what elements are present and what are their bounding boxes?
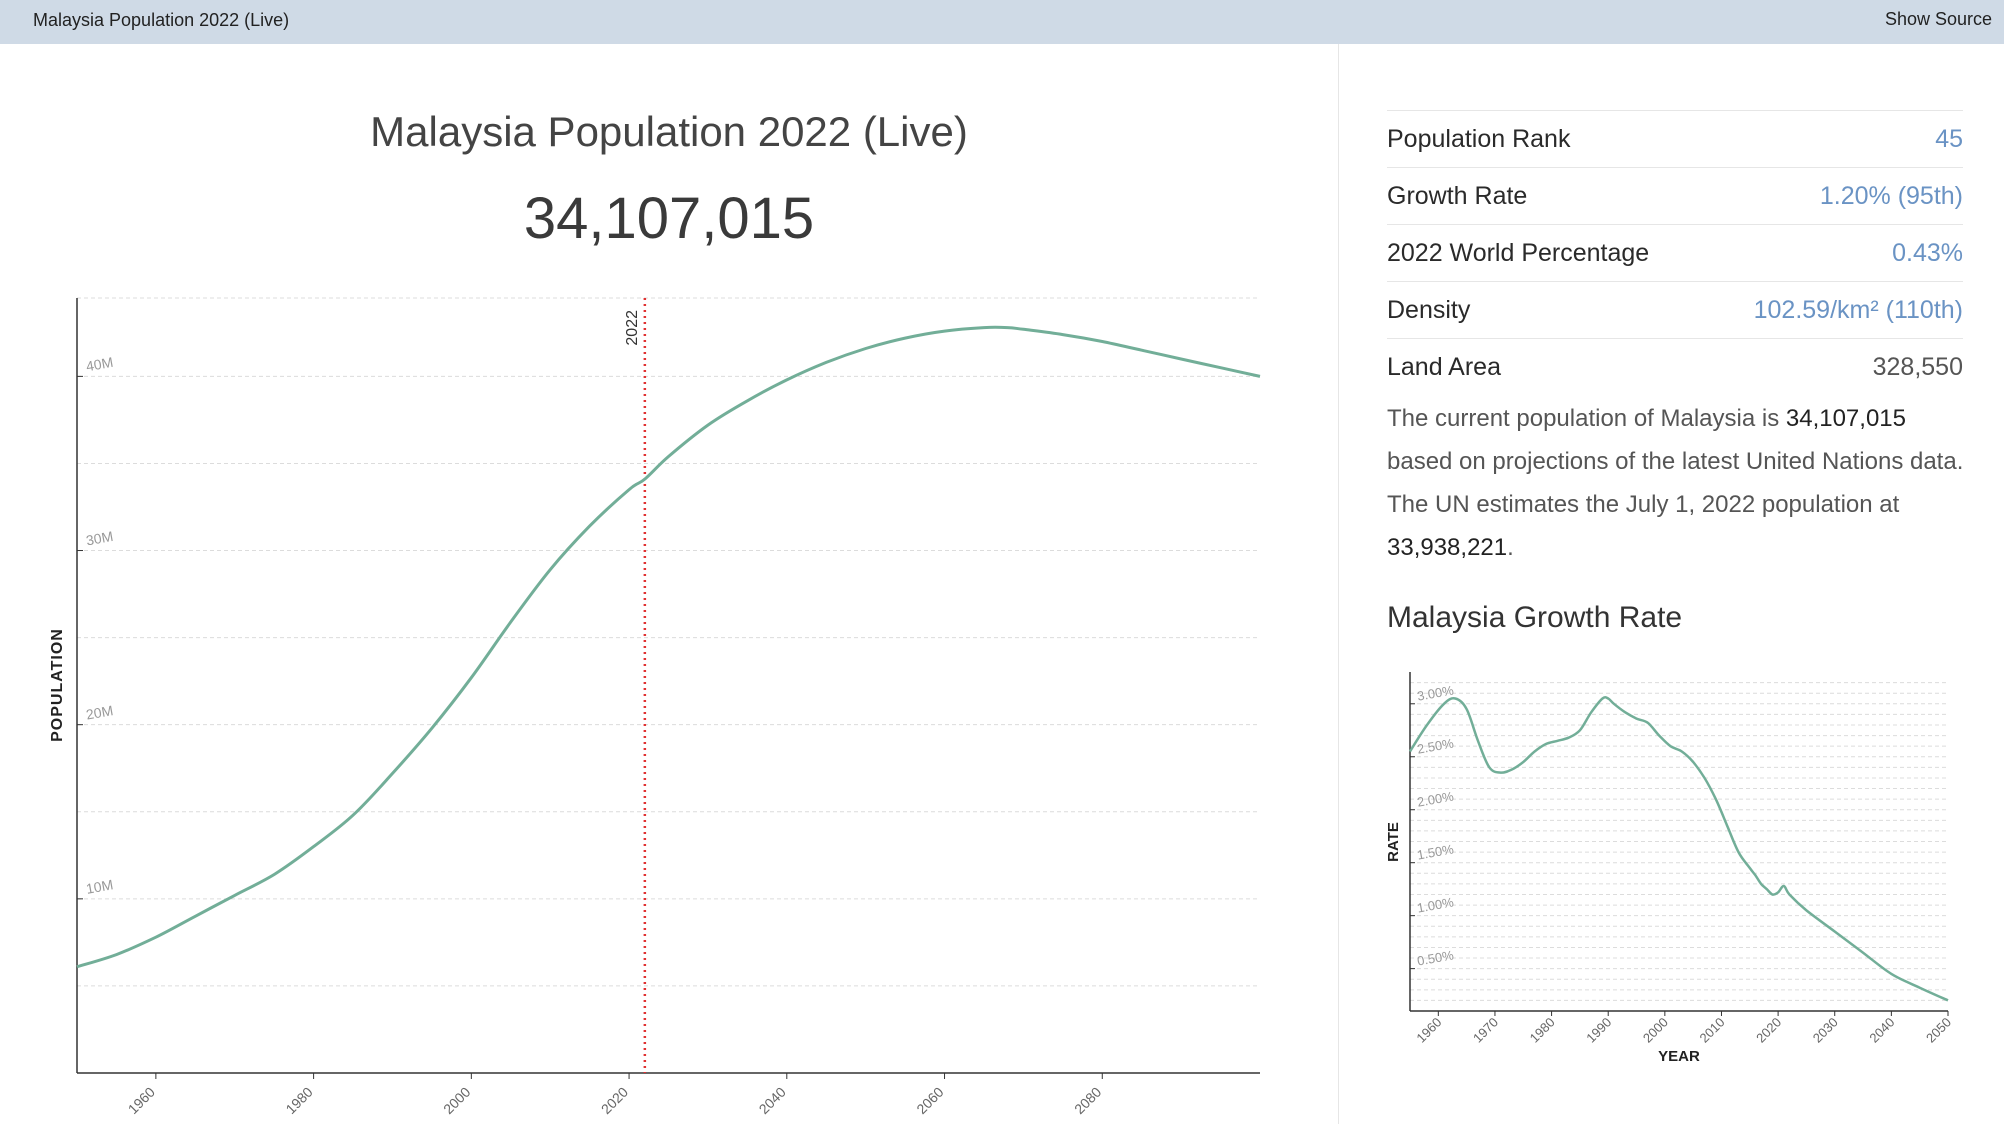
y-axis-label: RATE bbox=[1385, 822, 1402, 862]
desc-text: . bbox=[1507, 534, 1514, 561]
desc-estimate-pop: 33,938,221 bbox=[1387, 534, 1508, 561]
y-tick-label: 40M bbox=[85, 354, 115, 374]
stat-row-growth-rate: Growth Rate 1.20% (95th) bbox=[1387, 167, 1963, 224]
stat-label: 2022 World Percentage bbox=[1387, 238, 1650, 267]
page-title: Malaysia Population 2022 (Live) bbox=[370, 108, 968, 155]
x-tick-label: 2030 bbox=[1810, 1015, 1841, 1046]
x-tick-label: 1990 bbox=[1583, 1015, 1614, 1046]
current-year-marker-label: 2022 bbox=[624, 310, 641, 346]
x-tick-label: 1960 bbox=[1413, 1015, 1444, 1046]
stat-row-world-percentage: 2022 World Percentage 0.43% bbox=[1387, 224, 1963, 281]
population-line bbox=[76, 325, 1261, 969]
population-chart: 10M 20M 30M 40M 1960 1980 2000 2020 2040 2060 2080… bbox=[49, 297, 1261, 1117]
desc-text: based on projections of the latest Unite… bbox=[1387, 448, 1964, 518]
x-tick-label: 2060 bbox=[913, 1084, 946, 1117]
x-tick-label: 2010 bbox=[1697, 1015, 1728, 1046]
stat-label: Population Rank bbox=[1387, 124, 1571, 153]
y-tick-label: 1.00% bbox=[1416, 894, 1455, 915]
y-axis-label: POPULATION bbox=[49, 628, 66, 742]
show-source-button[interactable]: Show Source bbox=[1884, 9, 1992, 29]
x-tick-label: 2020 bbox=[598, 1084, 631, 1117]
x-tick-label: 2080 bbox=[1071, 1084, 1104, 1117]
stat-label: Land Area bbox=[1387, 352, 1501, 381]
x-tick-label: 1980 bbox=[282, 1084, 315, 1117]
growth-rate-title: Malaysia Growth Rate bbox=[1387, 601, 1683, 634]
x-tick-label: 2040 bbox=[1866, 1015, 1897, 1046]
y-tick-label: 3.00% bbox=[1416, 682, 1455, 703]
y-tick-label: 30M bbox=[85, 528, 115, 548]
x-tick-label: 1970 bbox=[1470, 1015, 1501, 1046]
desc-text: The current population of Malaysia is bbox=[1387, 405, 1786, 432]
y-tick-label: 20M bbox=[85, 702, 115, 722]
x-tick-label: 2050 bbox=[1923, 1015, 1954, 1046]
stat-label: Density bbox=[1387, 295, 1471, 324]
stat-value: 328,550 bbox=[1872, 352, 1963, 381]
population-description: The current population of Malaysia is 34… bbox=[1387, 397, 1967, 569]
stat-row-rank: Population Rank 45 bbox=[1387, 110, 1963, 167]
x-tick-label: 2000 bbox=[1640, 1015, 1671, 1046]
column-divider bbox=[1338, 44, 1339, 1124]
top-bar: Malaysia Population 2022 (Live) Show Sou… bbox=[0, 0, 2004, 44]
stat-value-link[interactable]: 1.20% (95th) bbox=[1819, 181, 1963, 210]
stat-row-density: Density 102.59/km² (110th) bbox=[1387, 281, 1963, 338]
stat-label: Growth Rate bbox=[1387, 181, 1528, 210]
stat-value-link[interactable]: 0.43% bbox=[1892, 238, 1963, 267]
y-tick-label: 0.50% bbox=[1416, 947, 1455, 968]
stat-value-link[interactable]: 45 bbox=[1935, 124, 1963, 153]
live-population-count: 34,107,015 bbox=[523, 186, 815, 251]
x-axis-label: YEAR bbox=[1658, 1048, 1700, 1065]
stats-table: Population Rank 45 Growth Rate 1.20% (95… bbox=[1387, 110, 1963, 395]
y-tick-label: 10M bbox=[85, 876, 115, 896]
y-tick-label: 1.50% bbox=[1416, 841, 1455, 862]
growth-rate-chart: 0.50% 1.00% 1.50% 2.00% 2.50% 3.00% 1960 1970 19… bbox=[1385, 672, 1954, 1065]
growth-rate-line bbox=[1408, 696, 1949, 1002]
x-tick-label: 1980 bbox=[1527, 1015, 1558, 1046]
x-tick-label: 2000 bbox=[440, 1084, 473, 1117]
x-tick-label: 1960 bbox=[125, 1084, 158, 1117]
top-bar-title: Malaysia Population 2022 (Live) bbox=[33, 10, 290, 30]
stat-value-link[interactable]: 102.59/km² (110th) bbox=[1753, 295, 1963, 324]
x-tick-label: 2040 bbox=[756, 1084, 789, 1117]
y-tick-label: 2.00% bbox=[1416, 788, 1455, 809]
y-tick-label: 2.50% bbox=[1416, 735, 1455, 756]
x-tick-label: 2020 bbox=[1753, 1015, 1784, 1046]
desc-current-pop: 34,107,015 bbox=[1785, 405, 1906, 432]
stat-row-land-area: Land Area 328,550 bbox=[1387, 338, 1963, 395]
